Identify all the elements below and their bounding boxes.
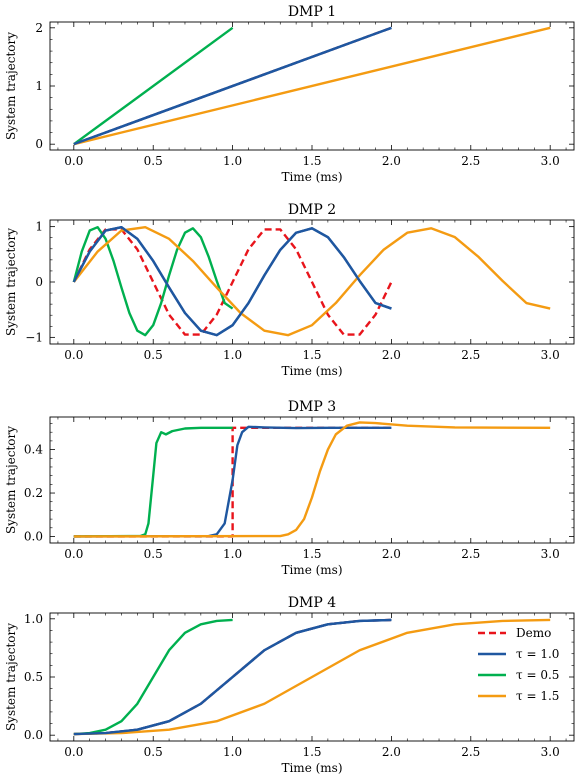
y-tick-label: 1: [35, 79, 43, 93]
series-line--1-5: [73, 618, 551, 736]
y-axis-label: System trajectory: [4, 426, 18, 534]
y-tick-label: −1: [25, 330, 43, 344]
x-tick-label: 2.0: [382, 547, 401, 561]
chart-panel-2: 0.0 0.5 1.0 1.5 2.0 2.5 3.0 −1 0 1 DMP 2 Time (ms) S…: [4, 202, 575, 378]
x-tick-label: 1.5: [302, 348, 321, 362]
legend-label: τ = 1.5: [516, 689, 559, 703]
chart-panel-3: 0.0 0.5 1.0 1.5 2.0 2.5 3.0 0.0 0.2 0.4 DMP 3 Time …: [4, 399, 575, 577]
series-line--0-5: [73, 426, 233, 538]
series-line--1-5: [73, 421, 551, 538]
legend-label: Demo: [516, 626, 551, 640]
chart-title: DMP 2: [288, 202, 336, 218]
series-line--0-5: [72, 226, 234, 337]
series-line--0-5: [73, 26, 234, 146]
y-tick-label: 0.0: [24, 529, 43, 543]
x-axis-label: Time (ms): [281, 364, 342, 378]
y-tick-label: 1: [35, 220, 43, 234]
x-axis-label: Time (ms): [281, 761, 342, 775]
y-tick-label: 0: [35, 275, 43, 289]
x-tick-label: 0.5: [144, 348, 163, 362]
y-tick-label: 0.2: [24, 486, 43, 500]
x-tick-label: 3.0: [541, 745, 560, 759]
y-tick-label: 0.4: [24, 443, 43, 457]
x-tick-label: 2.0: [382, 745, 401, 759]
x-tick-label: 0.0: [64, 547, 83, 561]
legend: Demo τ = 1.0 τ = 0.5 τ = 1.5: [478, 626, 559, 703]
chart-title: DMP 4: [288, 595, 336, 611]
series-line-overlay: [73, 618, 392, 736]
series-line-overlay: [73, 26, 392, 146]
x-tick-label: 1.5: [302, 745, 321, 759]
x-tick-label: 1.5: [302, 154, 321, 168]
series-line--0-5: [73, 618, 233, 736]
series-line--1-5: [72, 226, 551, 337]
series-group: [73, 421, 551, 538]
x-tick-label: 0.0: [64, 348, 83, 362]
x-tick-label: 1.0: [223, 745, 242, 759]
x-tick-label: 0.5: [144, 745, 163, 759]
chart-title: DMP 3: [288, 399, 336, 415]
chart-title: DMP 1: [288, 4, 336, 20]
y-axis-label: System trajectory: [4, 228, 18, 336]
legend-label: τ = 1.0: [516, 647, 559, 661]
plot-frame: [49, 416, 575, 544]
series-group: [73, 26, 551, 146]
y-tick-label: 0.5: [24, 670, 43, 684]
series-group: [73, 618, 551, 736]
x-axis-label: Time (ms): [281, 563, 342, 577]
y-tick-label: 2: [35, 21, 43, 35]
x-tick-label: 2.5: [461, 154, 480, 168]
y-axis-label: System trajectory: [4, 623, 18, 731]
series-group: [72, 226, 551, 337]
x-axis-label: Time (ms): [281, 170, 342, 184]
x-tick-label: 3.0: [541, 154, 560, 168]
chart-panel-1: 0.0 0.5 1.0 1.5 2.0 2.5 3.0 0 1 2 DMP 1 Time (ms) Sy…: [4, 4, 575, 184]
x-tick-label: 1.0: [223, 154, 242, 168]
y-tick-label: 0: [35, 137, 43, 151]
x-tick-label: 1.0: [223, 547, 242, 561]
x-tick-label: 0.5: [144, 154, 163, 168]
series-line-overlay: [72, 226, 392, 337]
x-tick-label: 2.5: [461, 547, 480, 561]
x-tick-label: 2.0: [382, 348, 401, 362]
x-tick-label: 0.0: [64, 745, 83, 759]
x-tick-label: 2.5: [461, 745, 480, 759]
x-tick-label: 0.5: [144, 547, 163, 561]
series-line--1-5: [73, 26, 551, 146]
x-tick-label: 2.5: [461, 348, 480, 362]
chart-panel-4: 0.0 0.5 1.0 1.5 2.0 2.5 3.0 0.0 0.5 1.0 DMP 4 Time …: [4, 595, 575, 775]
x-tick-label: 0.0: [64, 154, 83, 168]
y-axis-label: System trajectory: [4, 32, 18, 140]
y-tick-label: 0.0: [24, 728, 43, 742]
series-line--1-0: [73, 425, 392, 538]
series-line-demo: [72, 228, 393, 336]
y-tick-label: 1.0: [24, 612, 43, 626]
legend-label: τ = 0.5: [516, 668, 559, 682]
x-tick-label: 3.0: [541, 348, 560, 362]
x-tick-label: 1.0: [223, 348, 242, 362]
x-tick-label: 1.5: [302, 547, 321, 561]
x-tick-label: 3.0: [541, 547, 560, 561]
x-tick-label: 2.0: [382, 154, 401, 168]
